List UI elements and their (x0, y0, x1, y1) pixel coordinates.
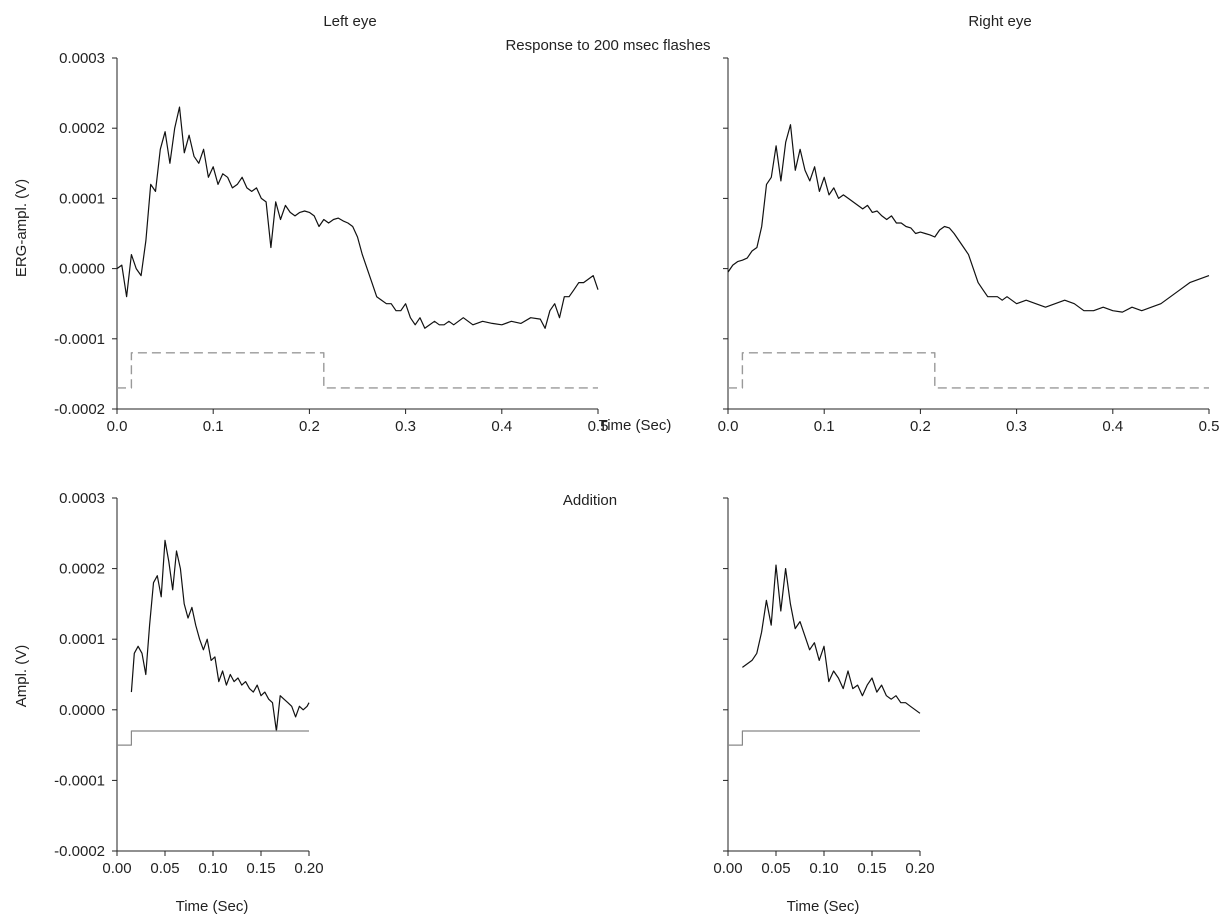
addition-title: Addition (563, 492, 617, 509)
left-eye-series-solid-line (116, 106, 599, 329)
addition-right-x-tick-label: 0.05 (761, 860, 790, 877)
addition-left-y-tick-label: 0.0002 (59, 561, 105, 578)
addition-left-x-tick-label: 0.10 (198, 860, 227, 877)
addition-left-y-tick-label: 0.0001 (59, 631, 105, 648)
right-eye-x-tick-label: 0.2 (910, 418, 931, 435)
top-y-axis-label: ERG-ampl. (V) (13, 179, 30, 277)
addition-left-x-tick-label: 0.15 (246, 860, 275, 877)
right-eye-x-tick-label: 0.3 (1006, 418, 1027, 435)
addition-left-series-solid-line (130, 539, 310, 732)
left-eye-x-tick-label: 0.0 (107, 418, 128, 435)
right-eye-series-dashed-line (728, 352, 1209, 389)
addition-right-x-tick-label: 0.00 (713, 860, 742, 877)
left-eye-y-tick-label: 0.0001 (59, 190, 105, 207)
addition-left-y-tick-label: 0.0003 (59, 490, 105, 507)
addition-right-x-tick-label: 0.15 (857, 860, 886, 877)
addition-left-y-tick-label: -0.0002 (54, 843, 105, 860)
left-eye-title: Left eye (323, 13, 376, 30)
top-x-axis-label: Time (Sec) (599, 417, 672, 434)
addition-left-x-tick-label: 0.05 (150, 860, 179, 877)
addition-left-x-tick-label: 0.20 (294, 860, 323, 877)
right-eye-x-tick-label: 0.1 (814, 418, 835, 435)
right-eye-panel: 0.0 0.1 0.2 0.3 0.4 0.5 (718, 57, 1220, 435)
left-eye-x-tick-label: 0.5 (588, 418, 609, 435)
addition-left-y-tick-label: -0.0001 (54, 772, 105, 789)
addition-left-series-step-line (117, 730, 309, 746)
left-eye-panel: 0.0 0.1 0.2 0.3 0.4 0.5 -0.0002 -0.0001 0.0000 0.… (54, 50, 608, 435)
right-eye-title: Right eye (968, 13, 1031, 30)
right-eye-x-tick-label: 0.0 (718, 418, 739, 435)
left-eye-y-tick-label: 0.0003 (59, 50, 105, 67)
right-eye-series-solid-line (727, 124, 1210, 313)
left-eye-x-tick-label: 0.2 (299, 418, 320, 435)
addition-left-x-tick-label: 0.00 (102, 860, 131, 877)
addition-right-panel: 0.00 0.05 0.10 0.15 0.20 (713, 497, 935, 877)
left-eye-y-tick-label: -0.0001 (54, 331, 105, 348)
left-eye-y-tick-label: -0.0002 (54, 401, 105, 418)
right-eye-x-tick-label: 0.5 (1199, 418, 1220, 435)
left-eye-x-tick-label: 0.1 (203, 418, 224, 435)
left-eye-y-tick-label: 0.0002 (59, 120, 105, 137)
bottom-right-x-axis-label: Time (Sec) (787, 898, 860, 915)
bottom-y-axis-label: Ampl. (V) (13, 645, 30, 708)
addition-right-series-step-line (728, 730, 920, 746)
chart-panels: 0.0 0.1 0.2 0.3 0.4 0.5-0.0002-0.00010.00000.… (54, 50, 1219, 877)
addition-left-y-tick-label: 0.0000 (59, 702, 105, 719)
addition-right-x-tick-label: 0.20 (905, 860, 934, 877)
left-eye-x-tick-label: 0.4 (491, 418, 512, 435)
addition-right-series-solid-line (742, 564, 921, 714)
right-eye-x-tick-label: 0.4 (1102, 418, 1123, 435)
addition-right-x-tick-label: 0.10 (809, 860, 838, 877)
left-eye-series-dashed-line (117, 352, 598, 389)
left-eye-x-tick-label: 0.3 (395, 418, 416, 435)
bottom-left-x-axis-label: Time (Sec) (176, 898, 249, 915)
left-eye-y-tick-label: 0.0000 (59, 261, 105, 278)
addition-left-panel: 0.00 0.05 0.10 0.15 0.20 -0.0002 -0.0001 0.0000… (54, 490, 323, 877)
figure-title: Response to 200 msec flashes (505, 37, 710, 54)
